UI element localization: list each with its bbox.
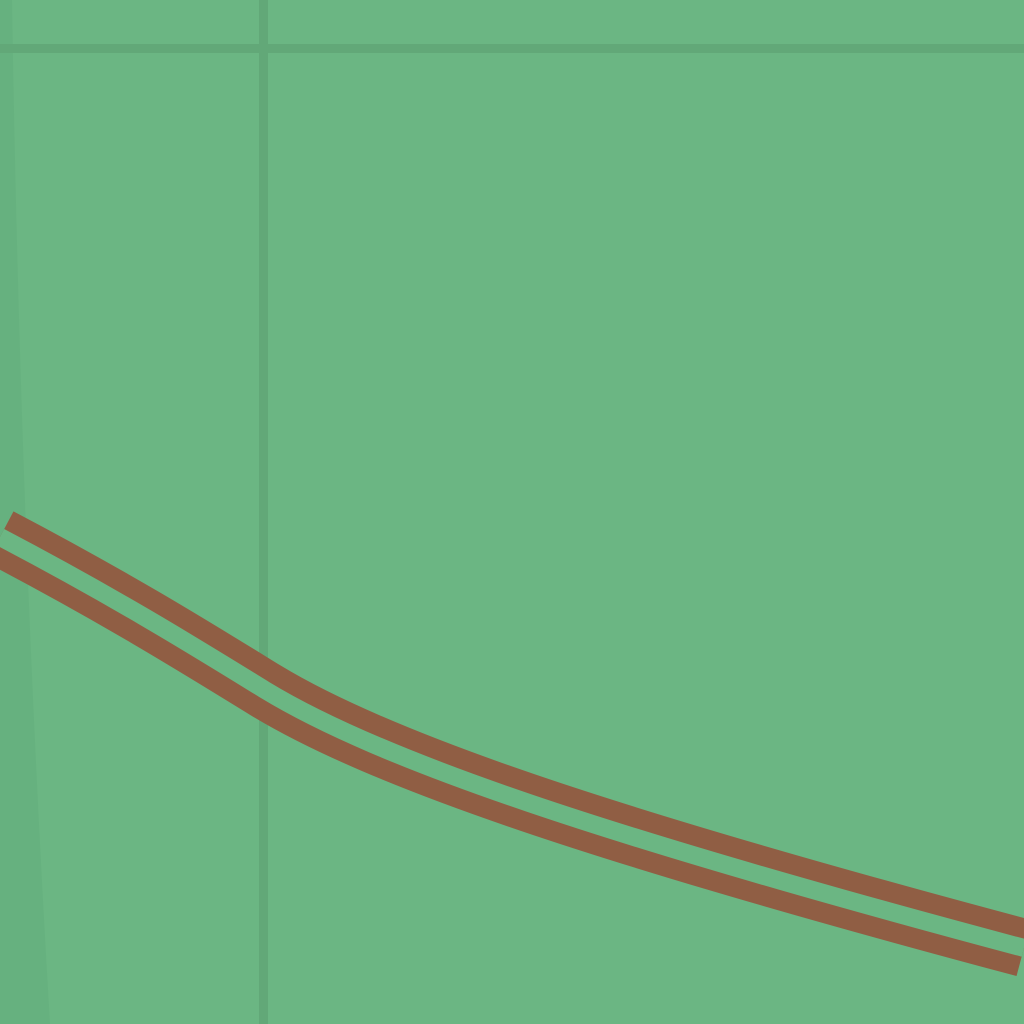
- grid-line-horizontal: [0, 44, 1024, 53]
- grid-line-vertical: [259, 0, 268, 1024]
- road[interactable]: [0, 511, 1024, 977]
- edge-shade: [0, 0, 50, 1024]
- road-center: [0, 529, 1024, 957]
